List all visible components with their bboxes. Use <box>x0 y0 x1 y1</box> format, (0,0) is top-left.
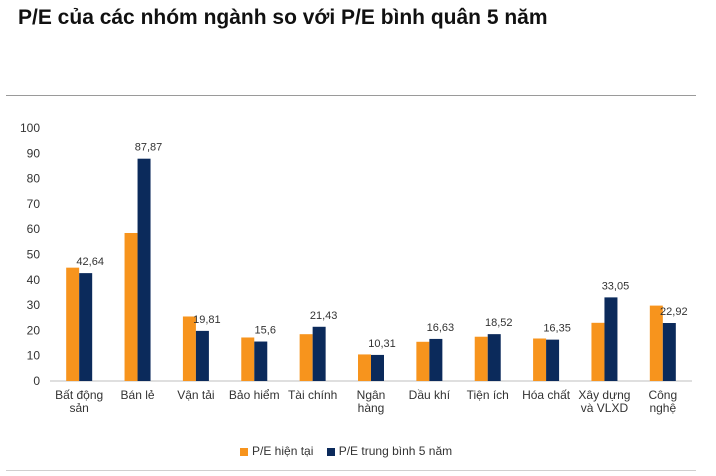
x-tick-label-10: Công <box>648 388 677 402</box>
x-tick-label-9: Xây dựng <box>578 388 630 402</box>
x-tick-label-3: Bảo hiểm <box>229 388 280 402</box>
bar-current-6 <box>416 341 430 381</box>
bottom-divider <box>6 470 696 471</box>
legend-item-current: P/E hiện tại <box>240 444 313 458</box>
legend-label-current: P/E hiện tại <box>252 444 314 458</box>
x-tick-label-5: Ngân <box>357 388 386 402</box>
y-tick-label: 50 <box>27 248 41 262</box>
bar-current-0 <box>66 267 80 381</box>
bar-avg5y-2 <box>195 330 209 381</box>
bar-current-10 <box>649 305 663 381</box>
chart-legend: P/E hiện tại P/E trung bình 5 năm <box>240 444 462 458</box>
legend-item-avg5y: P/E trung bình 5 năm <box>326 444 453 458</box>
x-tick-label-8: Hóa chất <box>522 388 571 402</box>
y-tick-label: 10 <box>27 349 41 363</box>
x-tick-label-5: hàng <box>358 401 385 415</box>
title-divider <box>6 95 696 96</box>
data-label-avg5y-2: 19,81 <box>193 314 221 326</box>
y-tick-label: 40 <box>27 273 41 287</box>
bar-avg5y-7 <box>487 334 501 381</box>
bar-current-3 <box>241 337 255 381</box>
data-label-avg5y-9: 33,05 <box>602 280 630 292</box>
data-label-avg5y-0: 42,64 <box>76 256 104 268</box>
x-tick-label-0: sản <box>70 401 89 415</box>
bar-avg5y-8 <box>546 339 560 381</box>
bar-avg5y-5 <box>371 354 384 381</box>
bar-current-7 <box>474 336 488 381</box>
data-label-avg5y-1: 87,87 <box>135 142 163 154</box>
legend-swatch-avg5y <box>326 447 335 456</box>
y-tick-label: 70 <box>27 197 41 211</box>
y-tick-label: 30 <box>27 298 41 312</box>
legend-label-avg5y: P/E trung bình 5 năm <box>338 444 453 458</box>
data-label-avg5y-5: 10,31 <box>368 338 396 350</box>
bar-avg5y-6 <box>429 338 443 381</box>
bar-current-4 <box>299 334 313 381</box>
data-label-avg5y-3: 15,6 <box>255 325 276 337</box>
y-tick-label: 80 <box>27 172 41 186</box>
x-tick-label-10: nghệ <box>649 401 676 415</box>
bar-avg5y-9 <box>604 297 618 381</box>
x-tick-label-7: Tiện ích <box>467 388 509 402</box>
data-label-avg5y-10: 22,92 <box>660 306 688 318</box>
y-tick-label: 90 <box>27 146 41 160</box>
y-tick-label: 60 <box>27 222 41 236</box>
bar-avg5y-0 <box>79 273 93 381</box>
bar-avg5y-10 <box>662 323 676 381</box>
data-label-avg5y-4: 21,43 <box>310 310 338 322</box>
bar-avg5y-1 <box>137 158 151 381</box>
x-tick-label-9: và VLXD <box>581 401 629 415</box>
data-label-avg5y-7: 18,52 <box>485 317 513 329</box>
chart-title: P/E của các nhóm ngành so với P/E bình q… <box>18 6 548 29</box>
legend-swatch-current <box>240 447 248 456</box>
x-tick-label-1: Bán lẻ <box>121 388 155 402</box>
x-tick-label-6: Dầu khí <box>409 388 451 402</box>
y-tick-label: 20 <box>27 323 41 337</box>
data-label-avg5y-8: 16,35 <box>543 323 571 335</box>
bar-current-1 <box>124 232 138 381</box>
x-tick-label-0: Bất động <box>55 388 103 402</box>
bar-current-9 <box>591 322 605 381</box>
bar-current-8 <box>533 338 547 381</box>
y-tick-label: 100 <box>20 121 40 135</box>
bar-current-5 <box>358 354 371 381</box>
bar-avg5y-3 <box>254 341 268 381</box>
x-tick-label-4: Tài chính <box>288 388 337 402</box>
x-tick-label-2: Vận tải <box>177 388 214 402</box>
y-tick-label: 0 <box>33 374 40 388</box>
bar-avg5y-4 <box>312 326 326 381</box>
data-label-avg5y-6: 16,63 <box>427 322 455 334</box>
bar-current-2 <box>182 316 196 381</box>
